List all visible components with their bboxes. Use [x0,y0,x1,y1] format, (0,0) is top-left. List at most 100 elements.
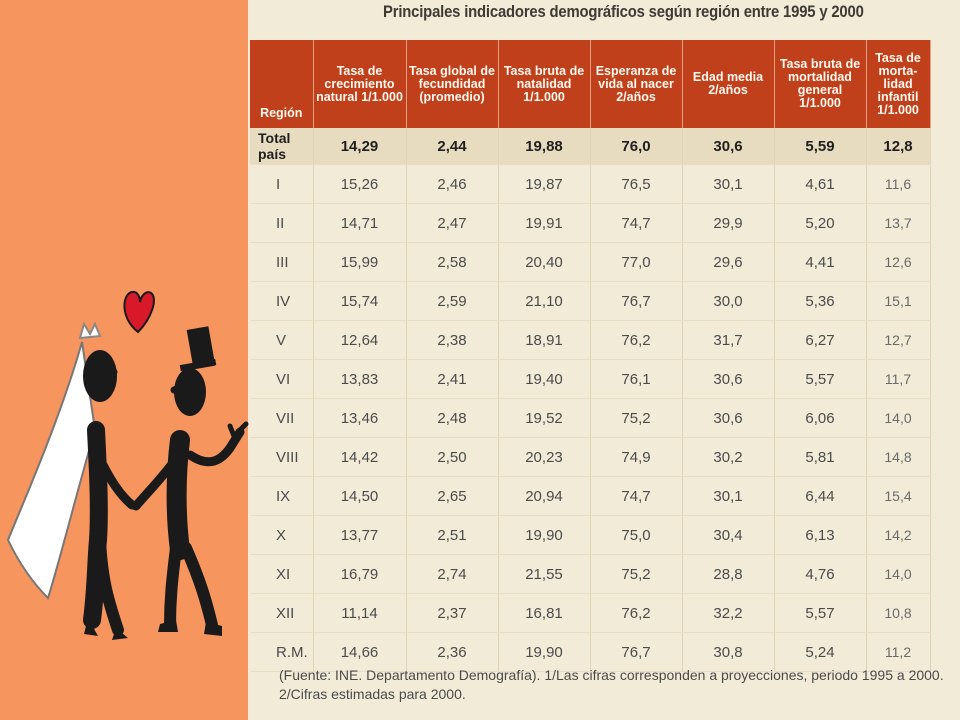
value-cell: 19,87 [498,164,591,204]
table-row: III 15,99 2,58 20,40 77,0 29,6 4,41 12,6 [250,242,931,282]
heart-icon [123,290,155,334]
value-cell: 5,24 [774,632,867,672]
wedding-couple-illustration [6,290,249,640]
value-cell: 30,1 [682,476,775,516]
table-row: VII 13,46 2,48 19,52 75,2 30,6 6,06 14,0 [250,398,931,438]
region-cell: VIII [250,437,314,477]
value-cell: 19,40 [498,359,591,399]
value-cell: 30,6 [682,128,775,165]
value-cell: 15,4 [866,476,931,516]
value-cell: 11,7 [866,359,931,399]
value-cell: 76,7 [590,632,683,672]
value-cell: 13,7 [866,203,931,243]
value-cell: 6,06 [774,398,867,438]
region-cell: V [250,320,314,360]
value-cell: 28,8 [682,554,775,594]
value-cell: 29,9 [682,203,775,243]
value-cell: 15,74 [313,281,407,321]
value-cell: 13,77 [313,515,407,555]
value-cell: 19,88 [498,128,591,165]
value-cell: 76,0 [590,128,683,165]
value-cell: 12,6 [866,242,931,282]
value-cell: 20,40 [498,242,591,282]
value-cell: 76,2 [590,593,683,633]
table-row: I 15,26 2,46 19,87 76,5 30,1 4,61 11,6 [250,164,931,204]
total-row: Total país 14,29 2,44 19,88 76,0 30,6 5,59 12,8 [250,128,931,165]
value-cell: 6,27 [774,320,867,360]
value-cell: 2,74 [406,554,499,594]
value-cell: 15,99 [313,242,407,282]
region-cell: IX [250,476,314,516]
value-cell: 75,2 [590,398,683,438]
value-cell: 2,38 [406,320,499,360]
value-cell: 2,41 [406,359,499,399]
value-cell: 76,5 [590,164,683,204]
value-cell: 2,59 [406,281,499,321]
value-cell: 76,7 [590,281,683,321]
value-cell: 30,2 [682,437,775,477]
table-row: X 13,77 2,51 19,90 75,0 30,4 6,13 14,2 [250,515,931,555]
value-cell: 13,46 [313,398,407,438]
page-title: Principales indicadores demográficos seg… [383,3,864,21]
value-cell: 21,10 [498,281,591,321]
value-cell: 12,7 [866,320,931,360]
value-cell: 2,65 [406,476,499,516]
value-cell: 19,91 [498,203,591,243]
value-cell: 6,13 [774,515,867,555]
value-cell: 14,0 [866,554,931,594]
value-cell: 74,7 [590,203,683,243]
value-cell: 75,2 [590,554,683,594]
value-cell: 2,50 [406,437,499,477]
value-cell: 5,59 [774,128,867,165]
column-header-6: Tasa bruta de mortalidad general 1/1.000 [774,40,867,128]
value-cell: 15,26 [313,164,407,204]
value-cell: 74,7 [590,476,683,516]
value-cell: 14,42 [313,437,407,477]
column-header-7: Tasa de morta- lidad infantil 1/1.000 [866,40,931,128]
value-cell: 16,81 [498,593,591,633]
value-cell: 11,2 [866,632,931,672]
table-row: R.M. 14,66 2,36 19,90 76,7 30,8 5,24 11,2 [250,632,931,672]
value-cell: 19,52 [498,398,591,438]
value-cell: 18,91 [498,320,591,360]
value-cell: 14,29 [313,128,407,165]
value-cell: 19,90 [498,515,591,555]
table-row: XI 16,79 2,74 21,55 75,2 28,8 4,76 14,0 [250,554,931,594]
table-body: Total país 14,29 2,44 19,88 76,0 30,6 5,59 12,8… [250,128,931,672]
value-cell: 14,2 [866,515,931,555]
value-cell: 30,6 [682,398,775,438]
value-cell: 2,47 [406,203,499,243]
table-row: IV 15,74 2,59 21,10 76,7 30,0 5,36 15,1 [250,281,931,321]
value-cell: 16,79 [313,554,407,594]
value-cell: 20,23 [498,437,591,477]
demographics-table: Región Tasa de crecimiento natural 1/1.00… [250,40,931,672]
value-cell: 29,6 [682,242,775,282]
value-cell: 11,6 [866,164,931,204]
column-header-1: Tasa de crecimiento natural 1/1.000 [313,40,407,128]
value-cell: 11,14 [313,593,407,633]
value-cell: 2,37 [406,593,499,633]
value-cell: 5,57 [774,593,867,633]
value-cell: 2,36 [406,632,499,672]
region-cell: II [250,203,314,243]
value-cell: 5,57 [774,359,867,399]
value-cell: 14,8 [866,437,931,477]
value-cell: 5,36 [774,281,867,321]
groom-figure [131,326,249,636]
value-cell: 77,0 [590,242,683,282]
value-cell: 5,20 [774,203,867,243]
value-cell: 2,46 [406,164,499,204]
column-header-4: Esperanza de vida al nacer 2/años [590,40,683,128]
value-cell: 2,44 [406,128,499,165]
value-cell: 14,0 [866,398,931,438]
value-cell: 4,61 [774,164,867,204]
value-cell: 30,4 [682,515,775,555]
value-cell: 30,1 [682,164,775,204]
value-cell: 30,6 [682,359,775,399]
value-cell: 74,9 [590,437,683,477]
column-header-2: Tasa global de fecundidad (promedio) [406,40,499,128]
footnote: (Fuente: INE. Departamento Demografía). … [279,666,944,704]
table-row: XII 11,14 2,37 16,81 76,2 32,2 5,57 10,8 [250,593,931,633]
region-cell: I [250,164,314,204]
value-cell: 30,0 [682,281,775,321]
